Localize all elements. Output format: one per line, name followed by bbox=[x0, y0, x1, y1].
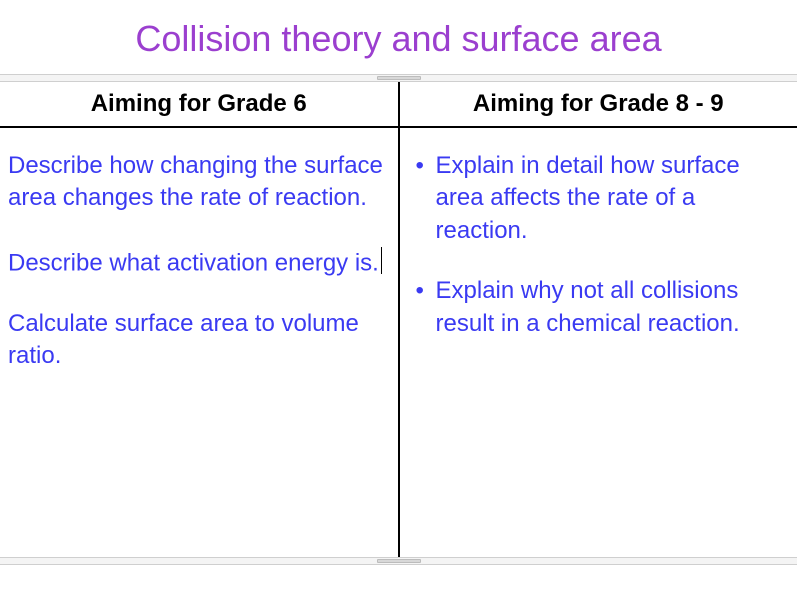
objective-text: Explain why not all collisions result in… bbox=[436, 277, 740, 336]
ruler-notch-icon bbox=[377, 76, 421, 80]
cell-grade89: Explain in detail how surface area affec… bbox=[399, 127, 797, 557]
objective-item: Calculate surface area to volume ratio. bbox=[8, 308, 386, 373]
objective-item: Explain in detail how surface area affec… bbox=[408, 150, 786, 247]
slide: Collision theory and surface area Aiming… bbox=[0, 0, 797, 597]
cell-grade6: Describe how changing the surface area c… bbox=[0, 127, 399, 557]
bottom-ruler bbox=[0, 557, 797, 565]
objective-text: Describe how changing the surface area c… bbox=[8, 152, 383, 211]
objective-item: Describe what activation energy is. bbox=[8, 243, 386, 280]
objective-text: Describe what activation energy is. bbox=[8, 249, 379, 276]
objectives-table-wrap: Aiming for Grade 6 Aiming for Grade 8 - … bbox=[0, 74, 797, 565]
objective-item: Describe how changing the surface area c… bbox=[8, 150, 386, 215]
slide-title: Collision theory and surface area bbox=[0, 0, 797, 74]
column-header-grade89: Aiming for Grade 8 - 9 bbox=[399, 82, 797, 127]
objective-text: Calculate surface area to volume ratio. bbox=[8, 310, 359, 369]
column-header-grade6: Aiming for Grade 6 bbox=[0, 82, 399, 127]
top-ruler bbox=[0, 74, 797, 82]
text-cursor-icon bbox=[381, 247, 382, 275]
bulleted-list: Explain in detail how surface area affec… bbox=[408, 150, 786, 340]
objective-item: Explain why not all collisions result in… bbox=[408, 275, 786, 340]
ruler-notch-icon bbox=[377, 559, 421, 563]
objective-text: Explain in detail how surface area affec… bbox=[436, 152, 740, 244]
objectives-table: Aiming for Grade 6 Aiming for Grade 8 - … bbox=[0, 82, 797, 557]
table-row: Describe how changing the surface area c… bbox=[0, 127, 797, 557]
